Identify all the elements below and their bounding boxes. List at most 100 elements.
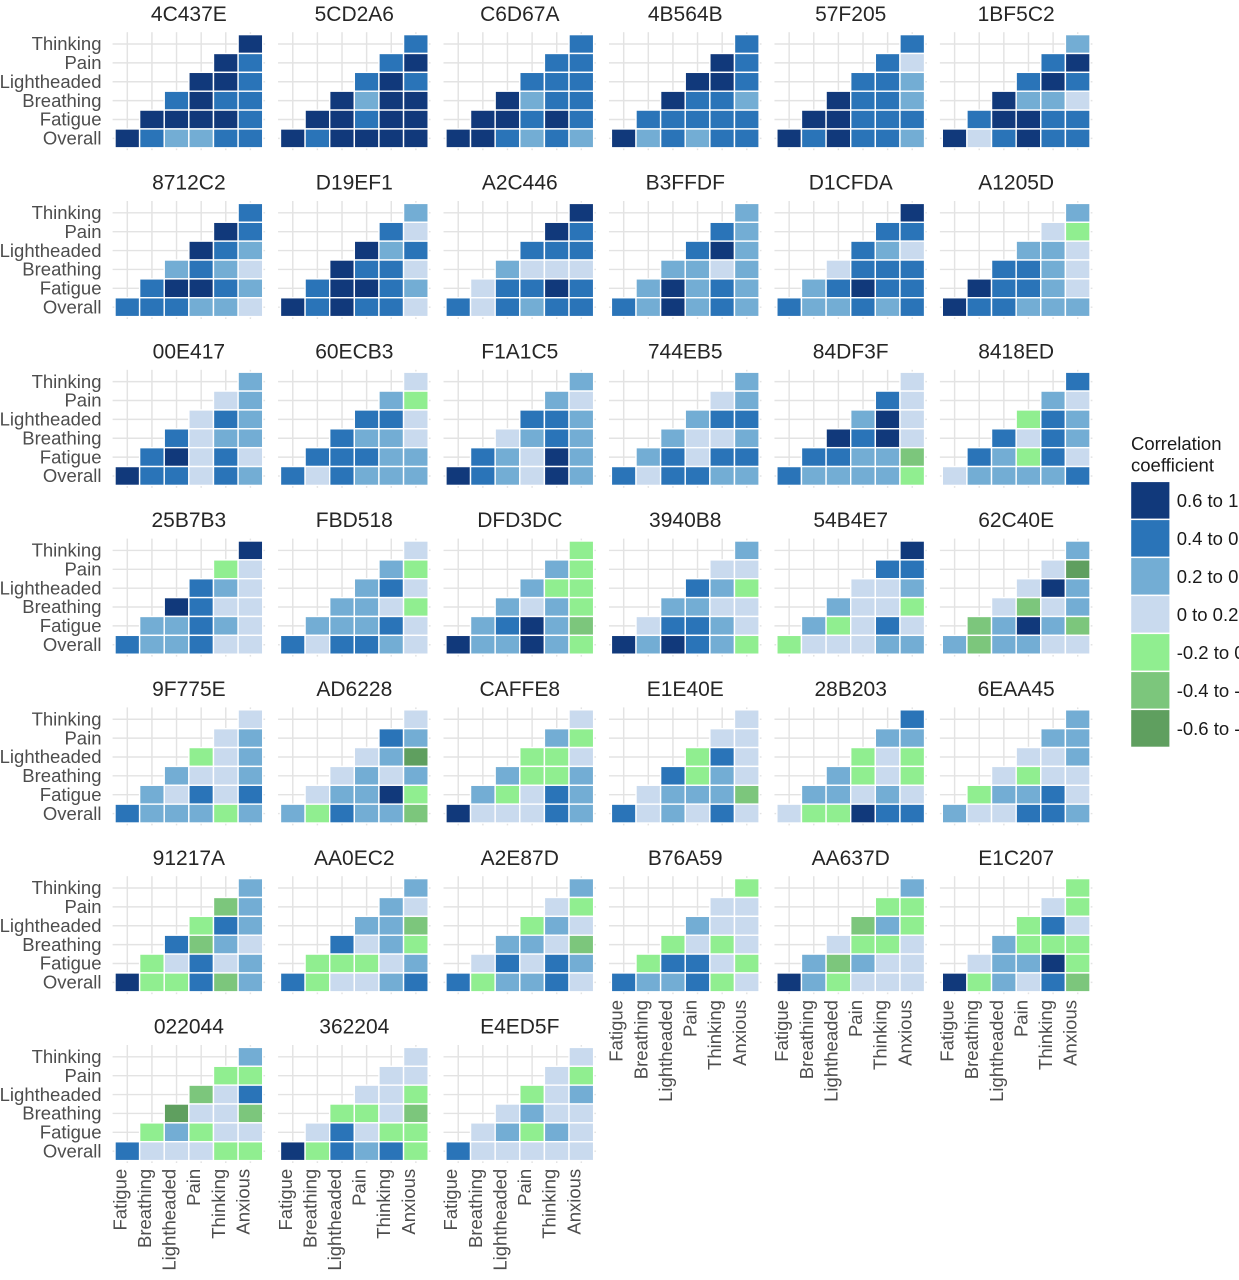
svg-text:Lightheaded: Lightheaded — [0, 1084, 102, 1105]
svg-text:Pain: Pain — [64, 896, 101, 917]
svg-text:Overall: Overall — [43, 128, 102, 149]
svg-text:1BF5C2: 1BF5C2 — [978, 3, 1055, 26]
svg-text:8418ED: 8418ED — [978, 340, 1054, 363]
svg-text:Breathing: Breathing — [134, 1169, 155, 1248]
svg-text:-0.2 to 0: -0.2 to 0 — [1177, 642, 1239, 663]
svg-text:Anxious: Anxious — [398, 1169, 419, 1235]
svg-text:0.6 to 1: 0.6 to 1 — [1177, 490, 1239, 511]
svg-text:Fatigue: Fatigue — [40, 109, 102, 130]
svg-text:Breathing: Breathing — [22, 259, 101, 280]
svg-text:Thinking: Thinking — [32, 877, 102, 898]
svg-text:Thinking: Thinking — [32, 1046, 102, 1067]
svg-text:Lightheaded: Lightheaded — [820, 1000, 841, 1102]
svg-text:4B564B: 4B564B — [648, 3, 723, 26]
svg-text:Pain: Pain — [64, 727, 101, 748]
svg-text:5CD2A6: 5CD2A6 — [315, 3, 394, 26]
svg-text:0 to 0.2: 0 to 0.2 — [1177, 604, 1239, 625]
svg-text:60ECB3: 60ECB3 — [315, 340, 393, 363]
svg-text:Pain: Pain — [64, 559, 101, 580]
svg-text:A2E87D: A2E87D — [481, 847, 559, 870]
svg-text:D1CFDA: D1CFDA — [809, 172, 893, 195]
svg-text:Overall: Overall — [43, 972, 102, 993]
svg-text:A1205D: A1205D — [978, 172, 1054, 195]
svg-text:Fatigue: Fatigue — [40, 784, 102, 805]
svg-text:Anxious: Anxious — [729, 1000, 750, 1066]
svg-text:Thinking: Thinking — [32, 540, 102, 561]
svg-text:E4ED5F: E4ED5F — [480, 1016, 559, 1039]
svg-text:Fatigue: Fatigue — [275, 1169, 296, 1231]
svg-text:FBD518: FBD518 — [316, 509, 393, 532]
svg-text:Thinking: Thinking — [208, 1169, 229, 1239]
svg-text:Thinking: Thinking — [32, 202, 102, 223]
svg-text:62C40E: 62C40E — [978, 509, 1054, 532]
svg-text:Lightheaded: Lightheaded — [0, 577, 102, 598]
svg-text:Pain: Pain — [349, 1169, 370, 1206]
svg-text:Anxious: Anxious — [894, 1000, 915, 1066]
svg-text:Fatigue: Fatigue — [771, 1000, 792, 1062]
svg-text:0.2 to 0.4: 0.2 to 0.4 — [1177, 566, 1239, 587]
svg-text:25B7B3: 25B7B3 — [151, 509, 226, 532]
svg-text:Overall: Overall — [43, 1140, 102, 1161]
svg-text:Pain: Pain — [64, 390, 101, 411]
svg-text:9F775E: 9F775E — [152, 678, 226, 701]
svg-text:Lightheaded: Lightheaded — [986, 1000, 1007, 1102]
svg-text:Anxious: Anxious — [232, 1169, 253, 1235]
svg-text:Overall: Overall — [43, 634, 102, 655]
svg-text:Thinking: Thinking — [32, 708, 102, 729]
svg-text:Thinking: Thinking — [373, 1169, 394, 1239]
svg-text:Thinking: Thinking — [704, 1000, 725, 1070]
svg-text:Breathing: Breathing — [22, 90, 101, 111]
svg-text:AA637D: AA637D — [812, 847, 890, 870]
svg-text:Pain: Pain — [64, 221, 101, 242]
svg-text:Thinking: Thinking — [32, 371, 102, 392]
svg-text:Fatigue: Fatigue — [440, 1169, 461, 1231]
svg-text:Thinking: Thinking — [1035, 1000, 1056, 1070]
svg-text:F1A1C5: F1A1C5 — [481, 340, 558, 363]
svg-text:Fatigue: Fatigue — [40, 446, 102, 467]
svg-text:Anxious: Anxious — [563, 1169, 584, 1235]
svg-text:Pain: Pain — [514, 1169, 535, 1206]
svg-text:28B203: 28B203 — [814, 678, 886, 701]
svg-text:Breathing: Breathing — [630, 1000, 651, 1079]
svg-text:Lightheaded: Lightheaded — [0, 71, 102, 92]
svg-text:C6D67A: C6D67A — [480, 3, 559, 26]
svg-text:Breathing: Breathing — [22, 596, 101, 617]
svg-text:3940B8: 3940B8 — [649, 509, 721, 532]
svg-text:Fatigue: Fatigue — [109, 1169, 130, 1231]
svg-text:Overall: Overall — [43, 803, 102, 824]
svg-text:Thinking: Thinking — [32, 33, 102, 54]
svg-text:Breathing: Breathing — [22, 1103, 101, 1124]
svg-text:Pain: Pain — [183, 1169, 204, 1206]
svg-text:AD6228: AD6228 — [316, 678, 392, 701]
svg-text:022044: 022044 — [154, 1016, 224, 1039]
svg-text:Fatigue: Fatigue — [40, 953, 102, 974]
svg-text:54B4E7: 54B4E7 — [813, 509, 888, 532]
svg-text:Breathing: Breathing — [22, 427, 101, 448]
svg-text:362204: 362204 — [319, 1016, 389, 1039]
svg-text:Breathing: Breathing — [299, 1169, 320, 1248]
svg-text:E1E40E: E1E40E — [647, 678, 724, 701]
svg-text:Breathing: Breathing — [22, 934, 101, 955]
svg-text:Lightheaded: Lightheaded — [324, 1169, 345, 1271]
svg-text:8712C2: 8712C2 — [152, 172, 226, 195]
svg-text:Lightheaded: Lightheaded — [0, 915, 102, 936]
svg-text:Lightheaded: Lightheaded — [655, 1000, 676, 1102]
svg-text:E1C207: E1C207 — [978, 847, 1054, 870]
svg-text:Breathing: Breathing — [961, 1000, 982, 1079]
svg-text:AA0EC2: AA0EC2 — [314, 847, 395, 870]
svg-text:Lightheaded: Lightheaded — [489, 1169, 510, 1271]
svg-text:Fatigue: Fatigue — [937, 1000, 958, 1062]
svg-text:Overall: Overall — [43, 296, 102, 317]
svg-text:Fatigue: Fatigue — [40, 278, 102, 299]
svg-text:D19EF1: D19EF1 — [316, 172, 393, 195]
svg-text:-0.6 to -0.4: -0.6 to -0.4 — [1177, 718, 1239, 739]
svg-text:Fatigue: Fatigue — [606, 1000, 627, 1062]
svg-text:Fatigue: Fatigue — [40, 615, 102, 636]
svg-text:Breathing: Breathing — [465, 1169, 486, 1248]
svg-text:CAFFE8: CAFFE8 — [480, 678, 561, 701]
svg-text:Pain: Pain — [64, 52, 101, 73]
svg-text:Lightheaded: Lightheaded — [0, 240, 102, 261]
svg-text:84DF3F: 84DF3F — [813, 340, 889, 363]
svg-text:Breathing: Breathing — [796, 1000, 817, 1079]
svg-text:Correlation: Correlation — [1131, 433, 1222, 454]
